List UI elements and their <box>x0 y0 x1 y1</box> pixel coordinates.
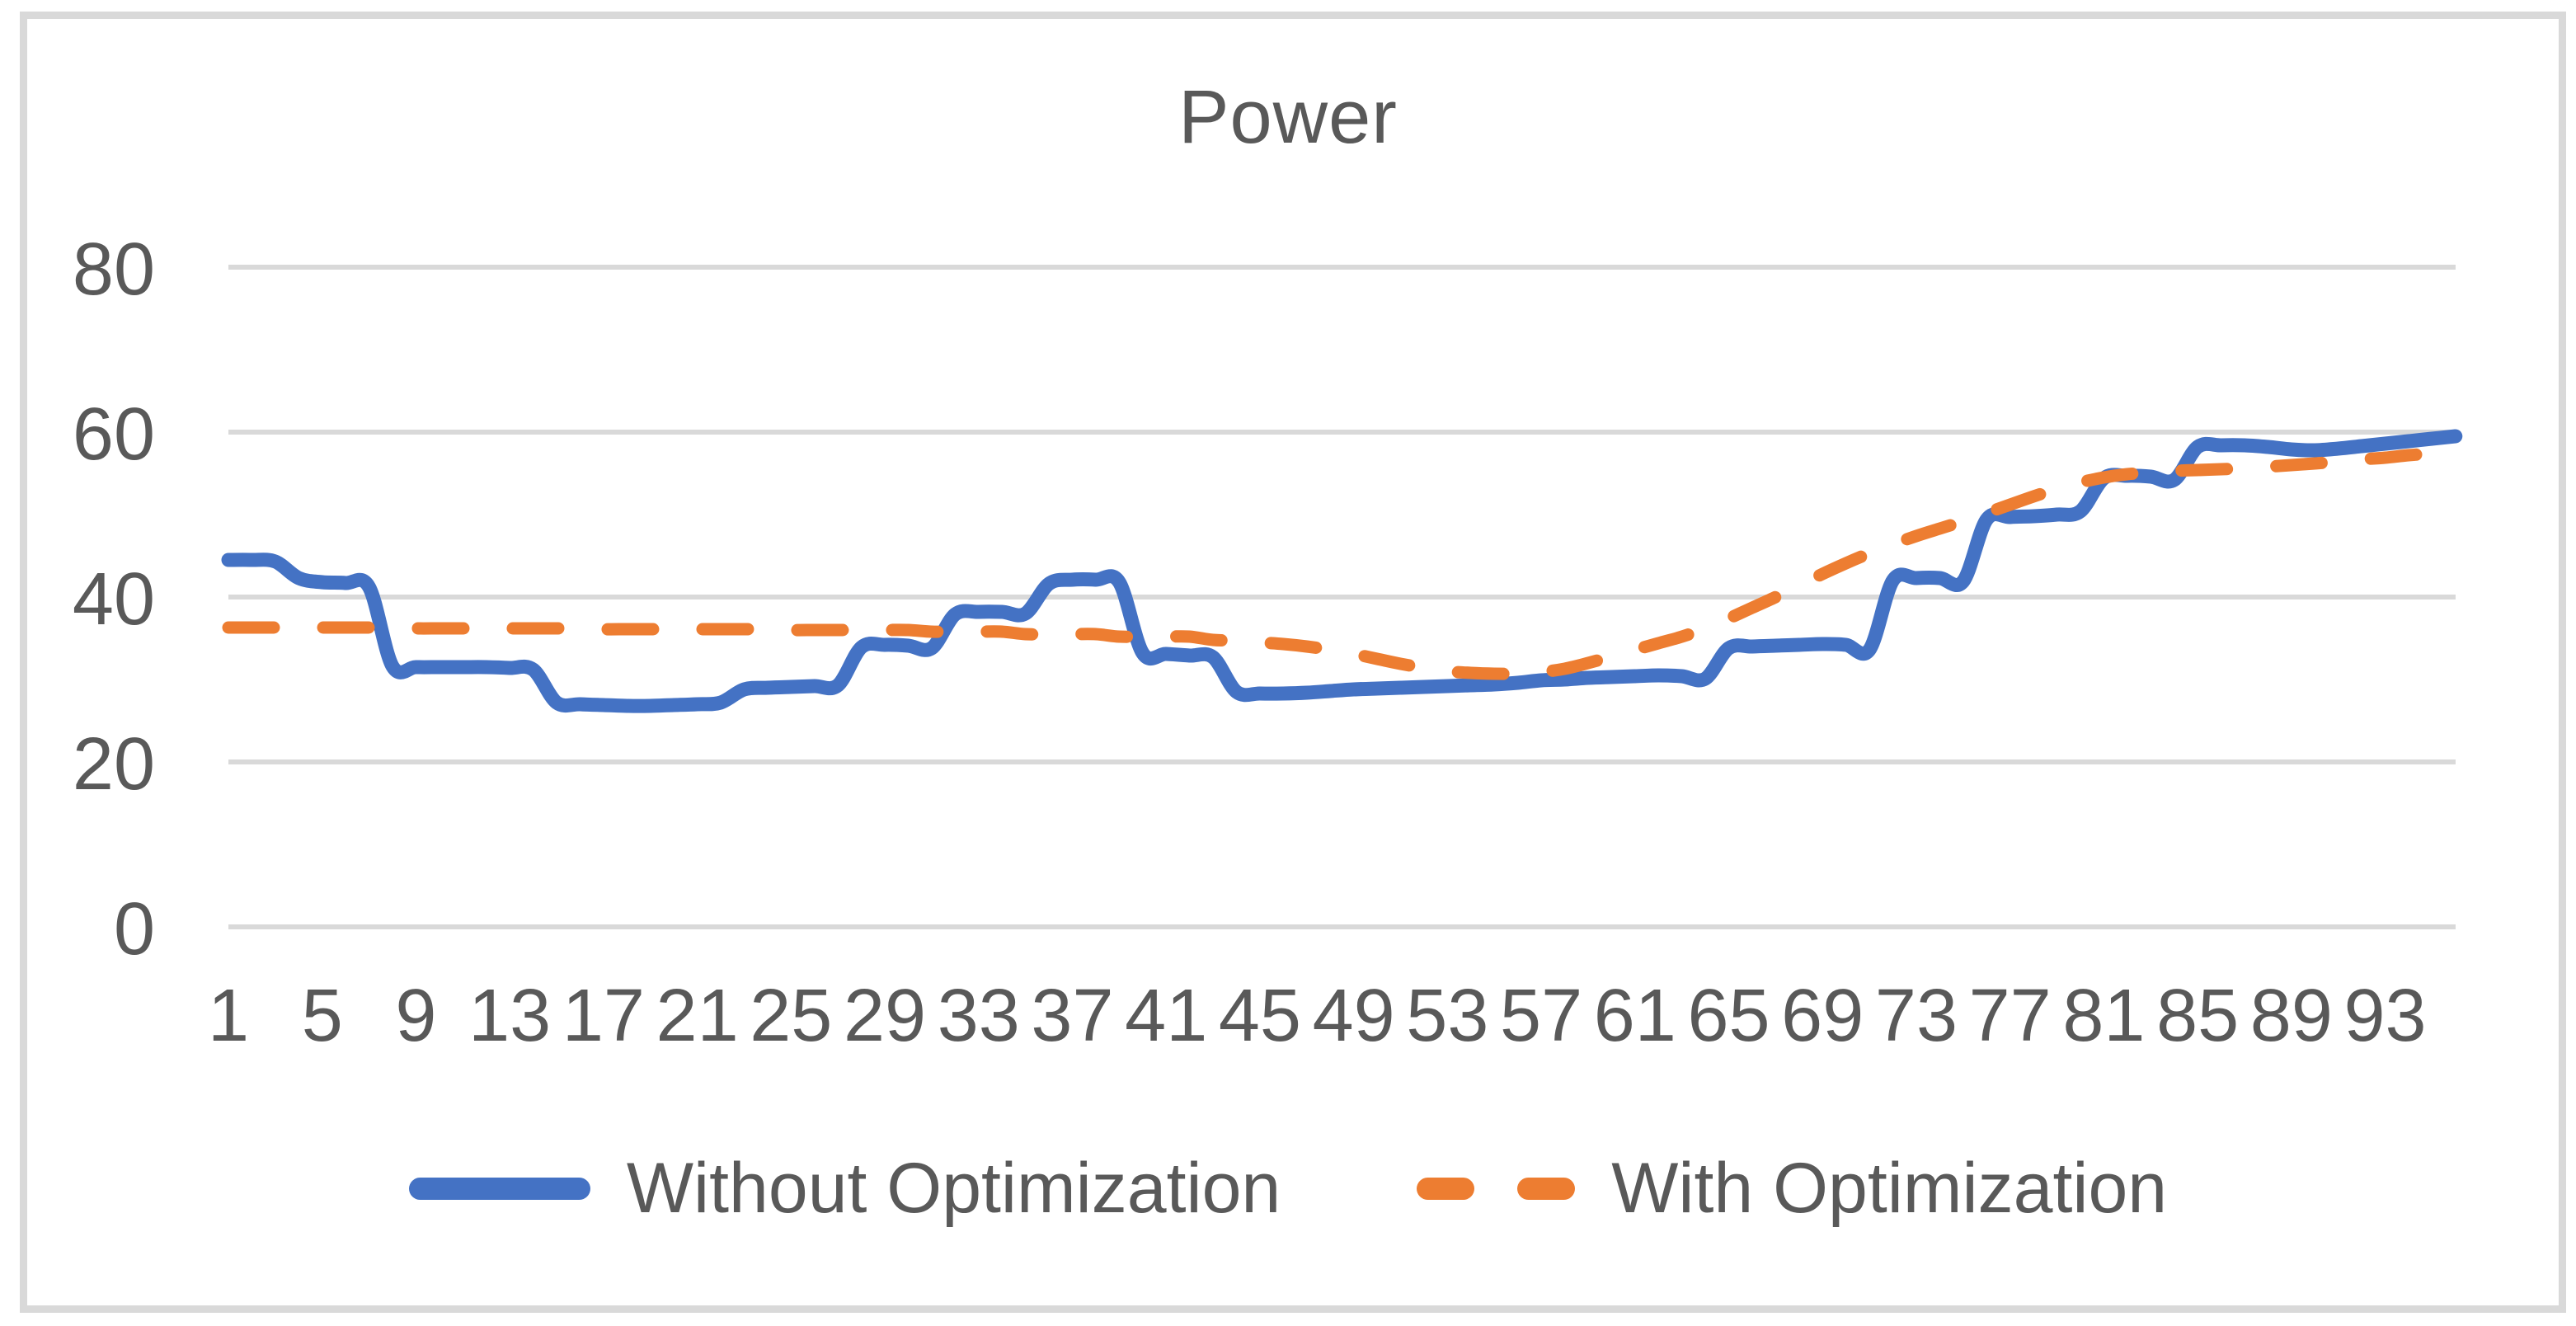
x-tick-label: 53 <box>1406 975 1488 1057</box>
x-tick-label: 61 <box>1594 975 1676 1057</box>
x-tick-label: 33 <box>938 975 1020 1057</box>
x-tick-label: 13 <box>468 975 551 1057</box>
x-tick-label: 37 <box>1031 975 1113 1057</box>
legend-solid-line-swatch <box>408 1177 590 1200</box>
y-tick-label: 60 <box>73 393 155 476</box>
x-tick-label: 69 <box>1781 975 1864 1057</box>
y-tick-label: 0 <box>114 888 155 971</box>
x-tick-label: 89 <box>2250 975 2333 1057</box>
x-tick-label: 1 <box>208 975 249 1057</box>
x-tick-label: 57 <box>1500 975 1582 1057</box>
series-line-with-optimization <box>222 445 2462 680</box>
x-tick-label: 5 <box>302 975 343 1057</box>
chart-title: Power <box>1178 75 1398 159</box>
x-tick-label: 29 <box>844 975 926 1057</box>
legend-label: With Optimization <box>1611 1149 2168 1228</box>
legend-item-without-optimization: Without Optimization <box>408 1149 1281 1228</box>
x-tick-label: 17 <box>562 975 645 1057</box>
y-tick-label: 20 <box>73 723 155 806</box>
legend-dash-icon <box>1517 1177 1576 1200</box>
legend-label: Without Optimization <box>626 1149 1281 1228</box>
x-tick-label: 21 <box>656 975 739 1057</box>
x-tick-label: 45 <box>1219 975 1301 1057</box>
series-lines <box>221 429 2463 713</box>
x-tick-label: 65 <box>1687 975 1770 1057</box>
x-tick-label: 81 <box>2062 975 2145 1057</box>
x-tick-label: 77 <box>1969 975 2052 1057</box>
x-tick-label: 25 <box>750 975 832 1057</box>
x-tick-label: 73 <box>1875 975 1958 1057</box>
x-tick-label: 85 <box>2156 975 2239 1057</box>
x-tick-label: 49 <box>1313 975 1395 1057</box>
y-tick-label: 40 <box>73 558 155 641</box>
x-axis-labels: 1 5 9 13 17 21 25 29 33 37 41 45 49 53 57 61 65 69 73 77 81 8… <box>208 975 2427 1057</box>
legend-dashed-line-swatch <box>1417 1177 1576 1200</box>
gridlines <box>228 265 2456 929</box>
legend-dash-icon <box>1417 1177 1475 1200</box>
x-tick-label: 41 <box>1125 975 1207 1057</box>
series-line-without-optimization <box>221 429 2463 713</box>
legend-item-with-optimization: With Optimization <box>1417 1153 2167 1224</box>
x-tick-label: 9 <box>395 975 436 1057</box>
y-axis-labels: 0 20 40 60 80 <box>73 228 155 971</box>
legend: Without Optimization With Optimization <box>0 1153 2576 1224</box>
x-tick-label: 93 <box>2344 975 2427 1057</box>
y-tick-label: 80 <box>73 228 155 311</box>
